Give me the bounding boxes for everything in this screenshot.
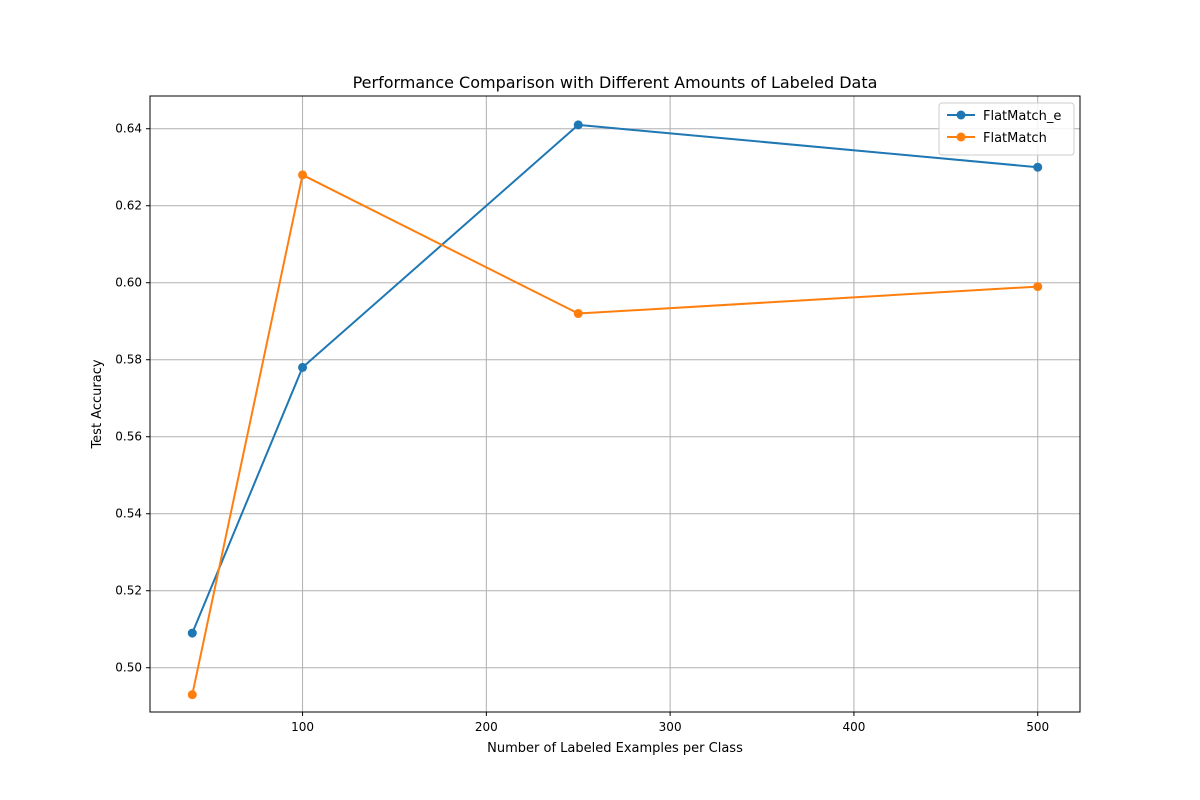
y-axis: 0.50 0.52 0.54 0.56 0.58 0.60 0.62 0.64	[115, 122, 150, 675]
legend-label: FlatMatch	[983, 131, 1047, 146]
y-tick-label: 0.62	[115, 199, 142, 213]
data-point-flatmatch	[1033, 282, 1043, 292]
y-tick-label: 0.56	[115, 430, 142, 444]
data-point-flatmatch-e	[573, 120, 583, 130]
y-tick-label: 0.52	[115, 584, 142, 598]
series-line-flatmatch-e	[191, 123, 1038, 634]
legend-marker	[956, 110, 966, 120]
y-tick-label: 0.54	[115, 507, 142, 521]
data-point-flatmatch-e	[298, 362, 308, 372]
series-line-flatmatch	[191, 173, 1038, 695]
x-axis: 100 200 300 400 500	[291, 712, 1049, 734]
legend-marker	[956, 132, 966, 142]
grid	[150, 96, 1080, 712]
y-tick-label: 0.60	[115, 276, 142, 290]
x-tick-label: 500	[1026, 720, 1049, 734]
axes-frame	[149, 95, 1081, 713]
y-tick-label: 0.64	[115, 122, 142, 136]
y-tick-label: 0.58	[115, 353, 142, 367]
legend: FlatMatch_e FlatMatch	[938, 102, 1075, 156]
x-axis-label: Number of Labeled Examples per Class	[487, 741, 743, 756]
plot-area	[187, 120, 1043, 700]
legend-label: FlatMatch_e	[983, 109, 1061, 124]
x-tick-label: 100	[291, 720, 314, 734]
chart-title: Performance Comparison with Different Am…	[353, 73, 878, 92]
y-tick-label: 0.50	[115, 661, 142, 675]
x-tick-label: 200	[475, 720, 498, 734]
x-tick-label: 300	[659, 720, 682, 734]
x-tick-label: 400	[842, 720, 865, 734]
data-point-flatmatch	[573, 309, 583, 319]
data-point-flatmatch-e	[187, 628, 197, 638]
data-point-flatmatch	[298, 170, 308, 180]
data-point-flatmatch	[187, 690, 197, 700]
data-point-flatmatch-e	[1033, 162, 1043, 172]
y-axis-label: Test Accuracy	[90, 359, 105, 449]
